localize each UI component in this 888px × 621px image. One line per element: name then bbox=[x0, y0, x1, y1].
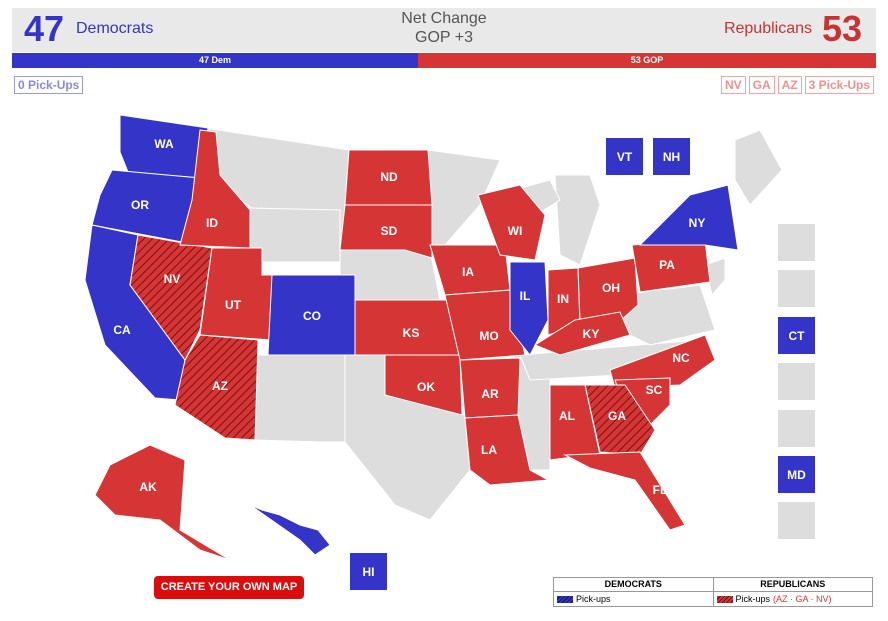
state-label-in: IN bbox=[557, 292, 569, 306]
state-la[interactable] bbox=[464, 414, 550, 486]
state-label-oh: OH bbox=[602, 281, 620, 295]
state-box-nh[interactable] bbox=[653, 138, 690, 175]
gop-pickups: NV GA AZ 3 Pick-Ups bbox=[720, 76, 874, 94]
empty-state-box[interactable] bbox=[778, 363, 815, 400]
empty-state-box[interactable] bbox=[778, 224, 815, 261]
state-or[interactable] bbox=[91, 169, 201, 243]
dem-pickup-swatch bbox=[557, 595, 573, 603]
state-label-wa: WA bbox=[154, 137, 174, 151]
gop-pickup-ga: GA bbox=[748, 76, 775, 94]
state-label-nc: NC bbox=[672, 351, 690, 365]
state-fl[interactable] bbox=[563, 451, 686, 531]
state-wi[interactable] bbox=[477, 184, 546, 261]
state-sd[interactable] bbox=[339, 204, 433, 259]
state-box-label-nh: NH bbox=[663, 150, 680, 164]
state-label-ks: KS bbox=[403, 326, 420, 340]
gop-pickups-label: 3 Pick-Ups bbox=[804, 76, 874, 94]
state-ok[interactable] bbox=[384, 354, 463, 416]
state-il[interactable] bbox=[509, 261, 549, 356]
gop-pickup-az: AZ bbox=[777, 76, 802, 94]
legend-gop-column: REPUBLICANS Pick-ups (AZ · GA · NV) bbox=[712, 578, 873, 606]
net-change-value: GOP +3 bbox=[415, 29, 473, 46]
gop-pickup-nv: NV bbox=[720, 76, 746, 94]
state-oh[interactable] bbox=[577, 257, 639, 331]
empty-state-box[interactable] bbox=[778, 502, 815, 539]
net-change-title: Net Change bbox=[401, 10, 487, 27]
state-ak[interactable] bbox=[94, 444, 231, 561]
state-label-la: LA bbox=[481, 443, 497, 457]
state-ga[interactable] bbox=[584, 384, 656, 456]
legend-dem-pickups: Pick-ups bbox=[554, 592, 713, 606]
state-label-ny: NY bbox=[689, 216, 706, 230]
state-ky[interactable] bbox=[533, 311, 631, 356]
seat-balance-bar: 47 Dem 53 GOP bbox=[12, 53, 876, 68]
state-label-nd: ND bbox=[380, 170, 398, 184]
state-label-az: AZ bbox=[212, 379, 228, 393]
legend-gop-header: REPUBLICANS bbox=[713, 578, 872, 592]
summary-header: 47 Democrats Net Change GOP +3 Republica… bbox=[12, 8, 876, 52]
legend-gop-label: Pick-ups bbox=[735, 594, 771, 604]
state-labels: WA OR CA NV ID UT AZ CO ND SD KS OK IA MO AR LA WI IL IN OH… bbox=[113, 137, 705, 497]
state-label-wi: WI bbox=[508, 224, 523, 238]
state-label-ga: GA bbox=[608, 409, 626, 423]
legend-dem-column: DEMOCRATS Pick-ups bbox=[554, 578, 713, 606]
state-box-label-md: MD bbox=[787, 468, 806, 482]
state-label-co: CO bbox=[303, 309, 321, 323]
state-label-ok: OK bbox=[417, 380, 435, 394]
state-box-ct[interactable] bbox=[778, 317, 815, 354]
state-mo[interactable] bbox=[444, 289, 526, 361]
state-box-md[interactable] bbox=[778, 456, 815, 493]
state-label-il: IL bbox=[520, 289, 531, 303]
state-label-al: AL bbox=[559, 409, 575, 423]
state-box-hi[interactable] bbox=[350, 553, 387, 590]
map-legend: DEMOCRATS Pick-ups REPUBLICANS Pick-ups … bbox=[553, 577, 873, 607]
state-label-nv: NV bbox=[164, 272, 181, 286]
state-box-label-vt: VT bbox=[617, 150, 633, 164]
state-box-label-hi: HI bbox=[363, 565, 375, 579]
legend-gop-pickups: Pick-ups (AZ · GA · NV) bbox=[714, 592, 873, 606]
dem-pickups: 0 Pick-Ups bbox=[14, 76, 84, 94]
state-label-ia: IA bbox=[462, 265, 474, 279]
dem-label: Democrats bbox=[76, 20, 154, 37]
state-box-label-ct: CT bbox=[789, 329, 806, 343]
non-election-states bbox=[204, 127, 783, 521]
senate-race-states bbox=[84, 114, 739, 561]
state-ny[interactable] bbox=[638, 184, 739, 251]
state-label-ar: AR bbox=[481, 387, 499, 401]
state-label-mo: MO bbox=[479, 329, 498, 343]
state-label-ut: UT bbox=[225, 298, 242, 312]
state-box-vt[interactable] bbox=[606, 138, 643, 175]
legend-dem-header: DEMOCRATS bbox=[554, 578, 713, 592]
net-change: Net Change GOP +3 bbox=[12, 9, 876, 47]
state-hi[interactable] bbox=[249, 504, 331, 556]
dem-seat-count: 47 bbox=[24, 8, 65, 49]
state-az[interactable] bbox=[174, 334, 259, 441]
empty-state-box[interactable] bbox=[778, 410, 815, 447]
state-id[interactable] bbox=[179, 129, 251, 249]
state-label-or: OR bbox=[131, 198, 149, 212]
empty-state-box[interactable] bbox=[778, 270, 815, 307]
state-label-sd: SD bbox=[381, 224, 398, 238]
state-label-ca: CA bbox=[113, 323, 131, 337]
legend-dem-label: Pick-ups bbox=[576, 594, 611, 604]
gop-label: Republicans bbox=[723, 20, 812, 37]
gop-pickup-swatch bbox=[716, 595, 733, 603]
dem-pickups-label: 0 Pick-Ups bbox=[14, 76, 84, 94]
create-map-button[interactable]: CREATE YOUR OWN MAP bbox=[154, 576, 304, 599]
state-label-sc: SC bbox=[646, 383, 663, 397]
dem-bar-segment: 47 Dem bbox=[12, 53, 419, 68]
legend-gop-states: (AZ · GA · NV) bbox=[773, 594, 832, 604]
state-label-ky: KY bbox=[583, 327, 600, 341]
gop-bar-segment: 53 GOP bbox=[418, 53, 876, 68]
state-label-fl: FL bbox=[653, 483, 668, 497]
gop-seat-count: 53 bbox=[821, 8, 862, 49]
small-state-boxes: VT NH HI CT MD bbox=[350, 138, 815, 590]
state-label-id: ID bbox=[206, 216, 218, 230]
state-label-pa: PA bbox=[659, 258, 675, 272]
state-label-ak: AK bbox=[139, 480, 157, 494]
